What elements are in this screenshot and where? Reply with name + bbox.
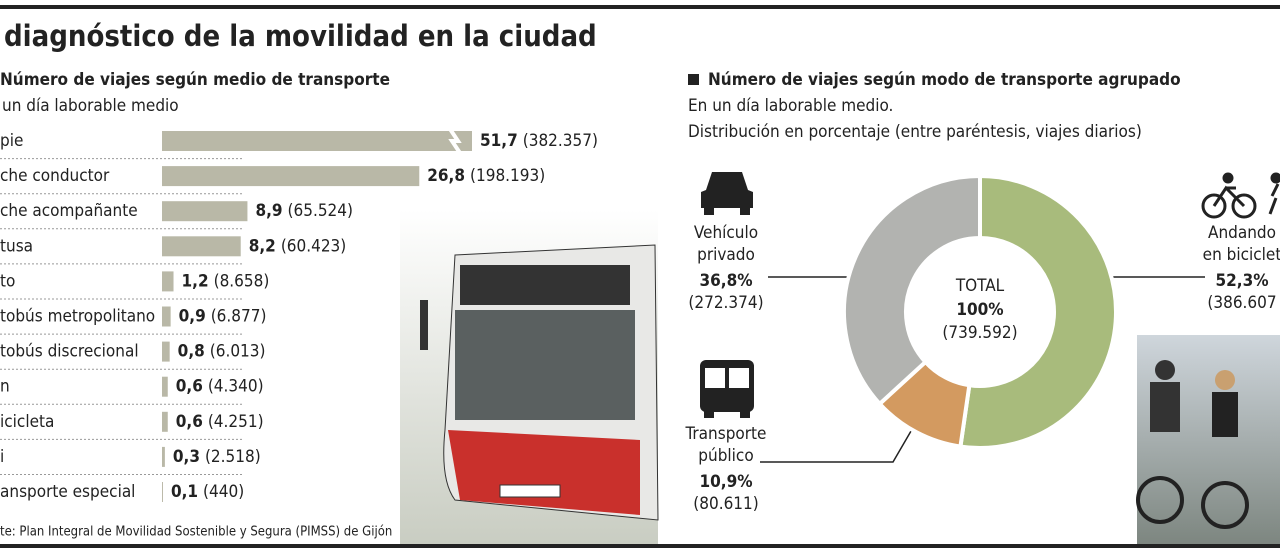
- value: 0,9: [179, 307, 206, 327]
- donut-slice: [842, 173, 982, 407]
- value: 0,6: [176, 377, 203, 397]
- source: te: Plan Integral de Movilidad Sostenibl…: [0, 525, 392, 540]
- category-label: che acompañante: [0, 201, 138, 221]
- bar: [162, 236, 241, 257]
- bar: [162, 131, 472, 151]
- value-label: 36,8%: [699, 271, 752, 291]
- bar: [162, 446, 165, 467]
- value: 0,1: [171, 482, 198, 502]
- category-label: i: [0, 447, 4, 467]
- category-label: n: [0, 377, 10, 397]
- trips-label: (386.607: [1207, 293, 1276, 313]
- cyclists-photo: [1136, 335, 1280, 544]
- chart-subtitle: Distribución en porcentaje (entre parént…: [688, 122, 1142, 142]
- value: 8,9: [255, 201, 282, 221]
- trips: (8.658): [214, 271, 270, 291]
- bus-photo: [400, 210, 659, 544]
- center-value: 100%: [956, 300, 1003, 320]
- value: 0,8: [178, 342, 205, 362]
- category-label: che conductor: [0, 166, 110, 186]
- chart-title: Número de viajes según modo de transport…: [708, 70, 1181, 90]
- value-label: 0,1 (440): [171, 482, 244, 502]
- category-label: Andando: [1208, 223, 1276, 243]
- donut-slice: [958, 173, 1119, 450]
- trips: (198.193): [470, 166, 545, 186]
- center-title: TOTAL: [955, 276, 1005, 296]
- trips: (440): [203, 482, 244, 502]
- bar: [162, 271, 174, 292]
- value: 8,2: [249, 236, 276, 256]
- bar: [162, 482, 163, 502]
- value: 26,8: [427, 166, 465, 186]
- bar: [162, 411, 168, 432]
- value-label: 0,6 (4.251): [176, 412, 264, 432]
- value-label: 8,9 (65.524): [255, 201, 353, 221]
- value: 0,3: [173, 447, 200, 467]
- value-label: 0,3 (2.518): [173, 447, 261, 467]
- bar: [162, 166, 420, 187]
- bar: [162, 201, 248, 222]
- chart-subtitle: un día laborable medio: [2, 96, 179, 116]
- value: 0,6: [176, 412, 203, 432]
- trips-label: (80.611): [693, 494, 758, 514]
- category-label: tobús discrecional: [0, 342, 139, 362]
- trips: (4.340): [208, 377, 264, 397]
- chart-subtitle: En un día laborable medio.: [688, 96, 893, 116]
- category-label: to: [0, 271, 15, 291]
- value-label: 10,9%: [699, 472, 752, 492]
- trips: (6.877): [211, 307, 267, 327]
- value-label: 52,3%: [1215, 271, 1268, 291]
- trips: (6.013): [210, 342, 266, 362]
- category-label: tusa: [0, 236, 33, 256]
- value-label: 26,8 (198.193): [427, 166, 545, 186]
- value-label: 8,2 (60.423): [249, 236, 347, 256]
- value-label: 0,8 (6.013): [178, 342, 266, 362]
- category-label: pie: [0, 131, 23, 151]
- bar: [162, 341, 170, 362]
- trips: (2.518): [205, 447, 261, 467]
- bus-icon: [700, 360, 754, 418]
- value-label: 0,9 (6.877): [179, 307, 267, 327]
- value-label: 0,6 (4.340): [176, 377, 264, 397]
- category-label: ansporte especial: [0, 482, 135, 502]
- car-icon: [701, 172, 753, 215]
- page-title: diagnóstico de la movilidad en la ciudad: [4, 19, 597, 53]
- value-label: 1,2 (8.658): [182, 271, 270, 291]
- category-label: Vehículo: [694, 223, 758, 243]
- category-label: privado: [697, 245, 755, 265]
- category-label: público: [698, 446, 753, 466]
- bike-icon: [1201, 172, 1280, 219]
- center-trips: (739.592): [942, 323, 1017, 343]
- trips: (4.251): [208, 412, 264, 432]
- category-label: Transporte: [685, 424, 767, 444]
- trips: (60.423): [281, 236, 346, 256]
- bar: [162, 306, 171, 327]
- value-label: 51,7 (382.357): [480, 131, 598, 151]
- bar: [162, 376, 168, 397]
- bullet: [688, 74, 699, 85]
- trips: (382.357): [523, 131, 598, 151]
- trips: (65.524): [288, 201, 353, 221]
- category-label: icicleta: [0, 412, 54, 432]
- bottom-rule: [0, 544, 1280, 548]
- value: 1,2: [182, 271, 209, 291]
- top-rule: [0, 5, 1280, 9]
- value: 51,7: [480, 131, 518, 151]
- axis-break: [448, 127, 462, 155]
- trips-label: (272.374): [688, 293, 763, 313]
- chart-title: Número de viajes según medio de transpor…: [0, 70, 390, 90]
- category-label: tobús metropolitano: [0, 307, 155, 327]
- category-label: en biciclet: [1203, 245, 1280, 265]
